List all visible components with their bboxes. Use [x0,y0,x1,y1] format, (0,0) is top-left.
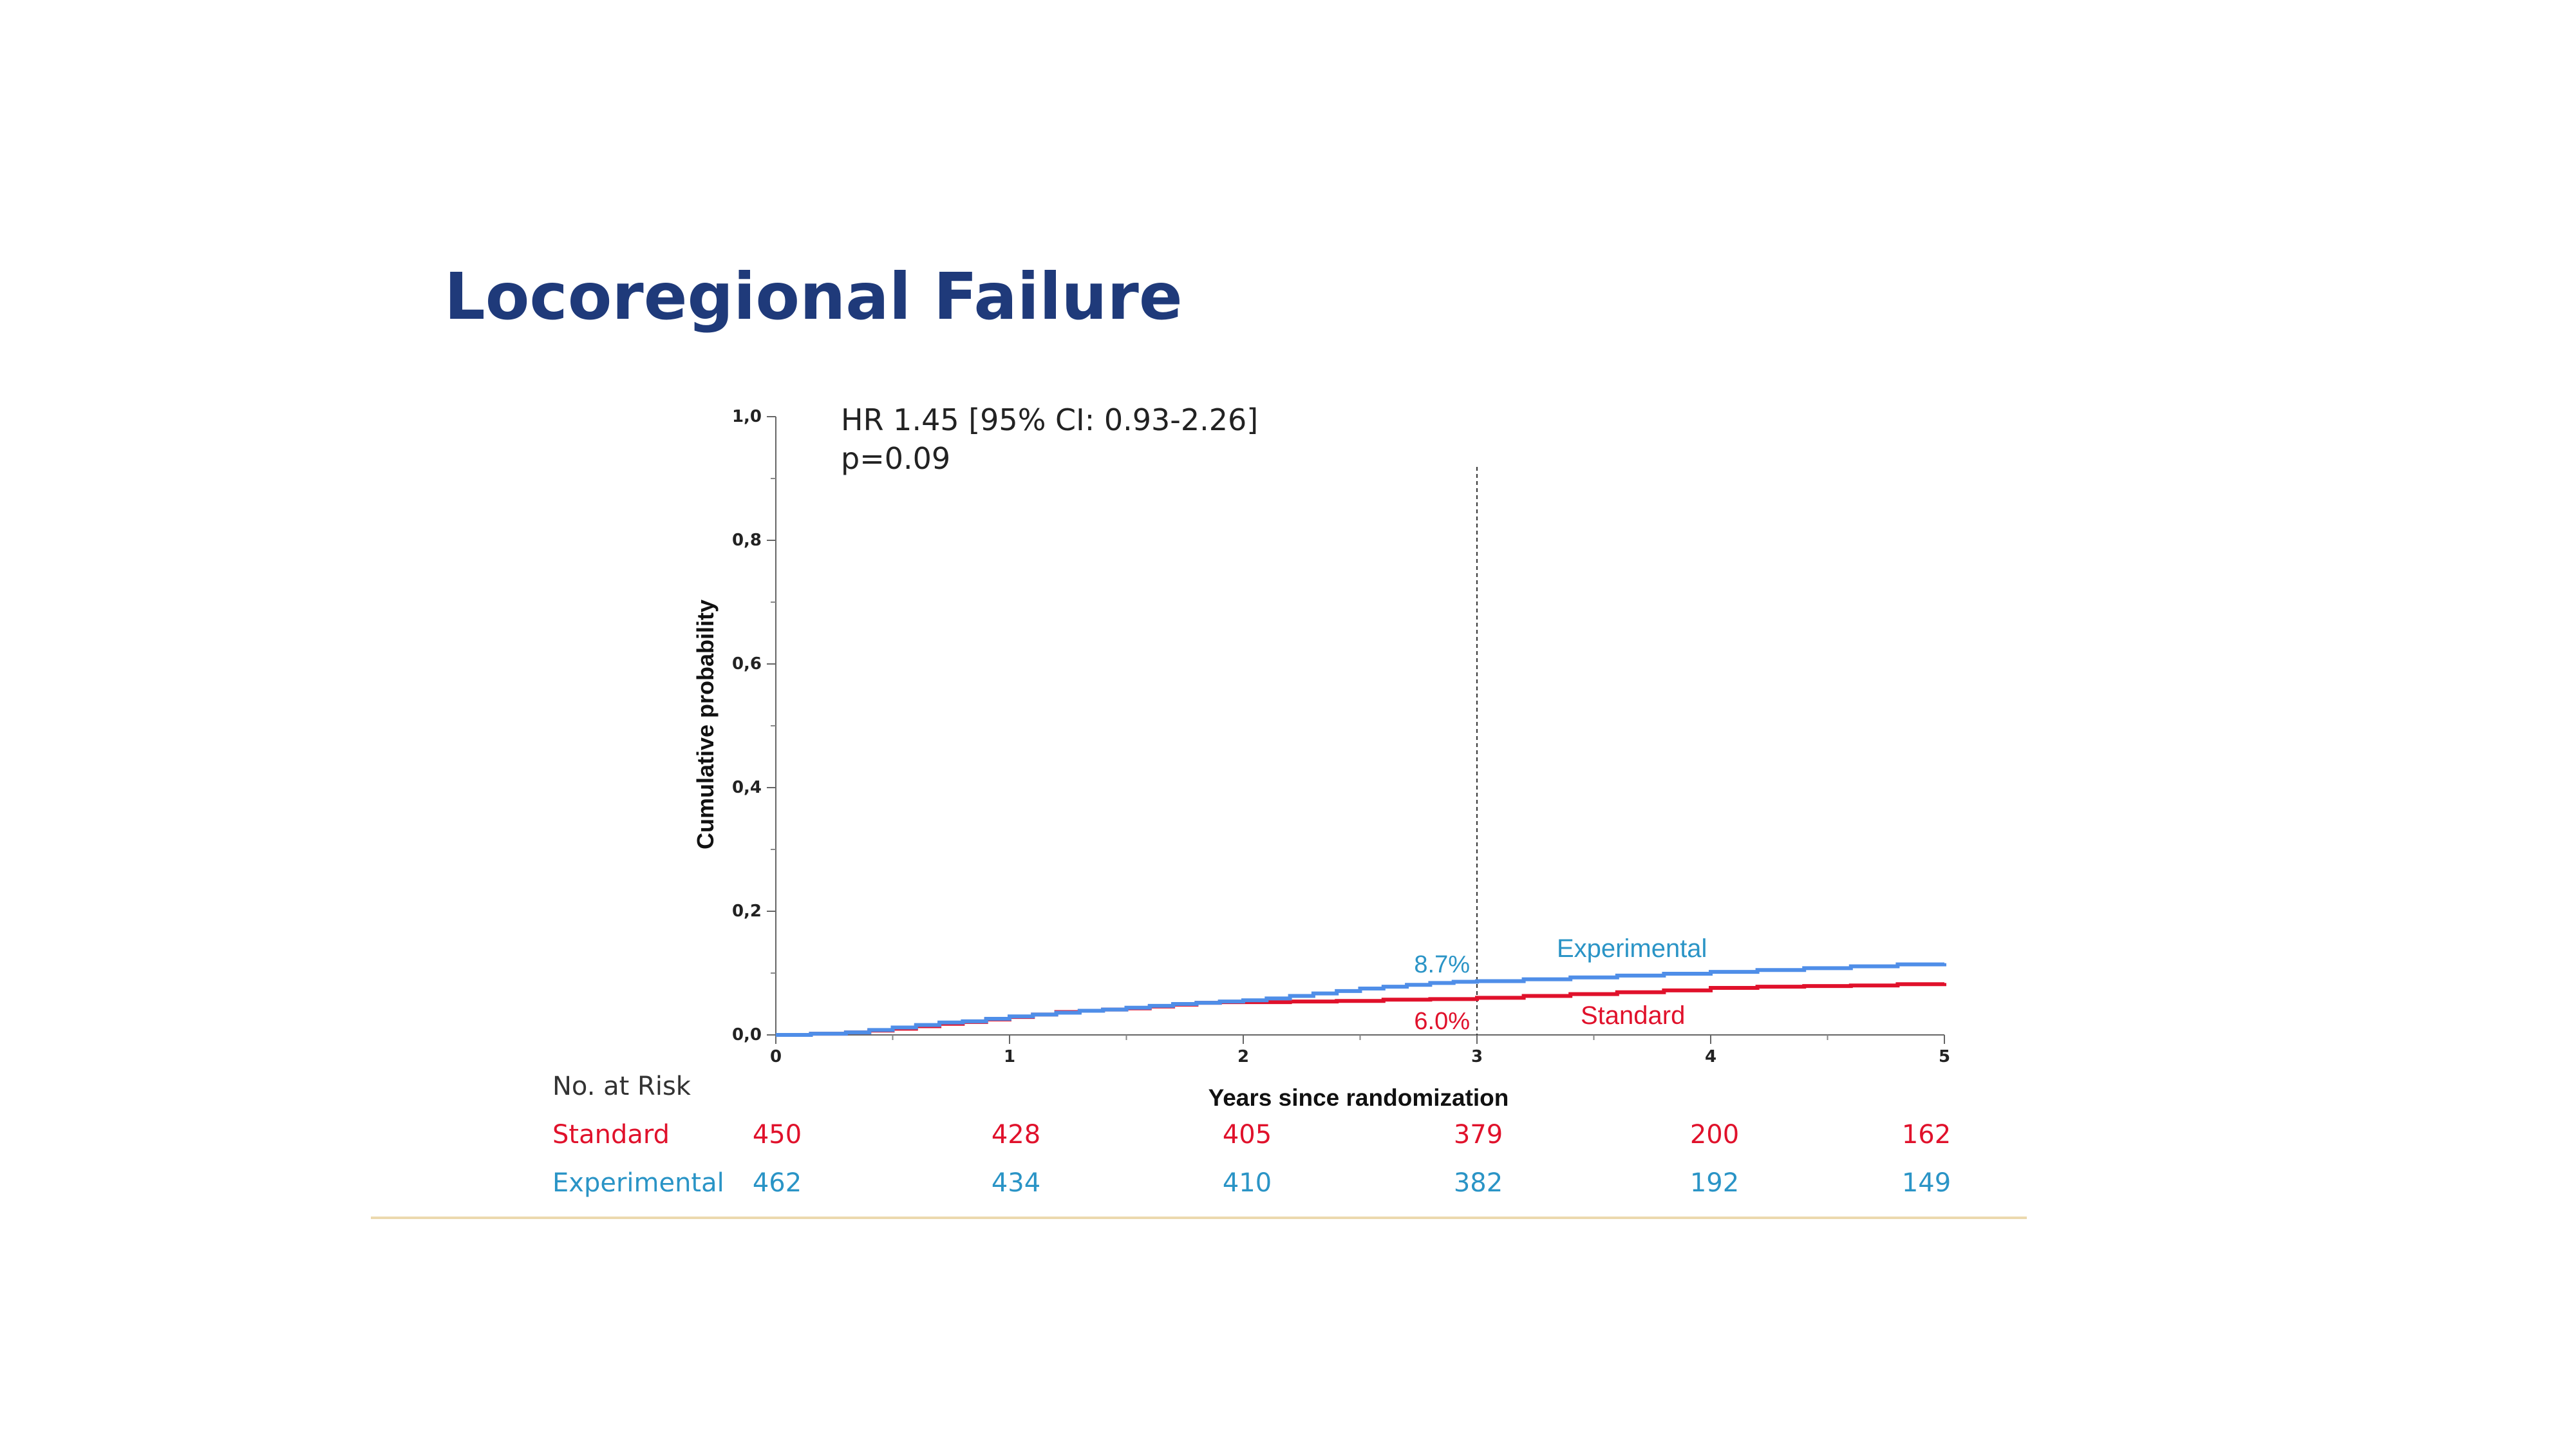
risk-value-standard: 450 [753,1120,802,1150]
risk-value-standard: 379 [1454,1120,1503,1150]
y-axis-title: Cumulative probability [692,600,719,849]
risk-value-standard: 200 [1690,1120,1739,1150]
risk-value-experimental: 462 [753,1168,802,1198]
risk-value-standard: 428 [992,1120,1040,1150]
axes: 0,0 0,2 0,4 0,6 0,8 1,0 0 1 2 3 4 5 [732,407,1950,1066]
standard-year3-label: 6.0% [1414,1008,1470,1035]
x-tick-label: 4 [1705,1047,1716,1066]
risk-value-experimental: 410 [1223,1168,1272,1198]
series-line-experimental [776,962,1946,1037]
y-tick-label: 0,2 [732,902,762,921]
risk-row-standard-label: Standard [552,1120,670,1150]
page-title: Locoregional Failure [444,259,1183,334]
y-tick-label: 0,0 [732,1025,762,1045]
risk-table-values: 450 428 405 379 200 162 462 434 410 382 192 149 [753,1120,1951,1198]
series-layer [776,962,1946,1037]
risk-table-header: No. at Risk [552,1072,691,1101]
risk-row-experimental-label: Experimental [552,1168,724,1198]
x-tick-label: 3 [1471,1047,1483,1066]
risk-value-experimental: 434 [992,1168,1040,1198]
y-tick-label: 1,0 [732,407,762,426]
x-axis-title: Years since randomization [1208,1084,1509,1111]
experimental-year3-label: 8.7% [1414,951,1470,978]
y-tick-label: 0,4 [732,778,762,797]
risk-value-experimental: 382 [1454,1168,1503,1198]
risk-value-experimental: 192 [1690,1168,1739,1198]
risk-value-experimental: 149 [1902,1168,1951,1198]
y-tick-label: 0,6 [732,654,762,674]
x-tick-label: 0 [770,1047,782,1066]
experimental-legend-label: Experimental [1557,934,1707,963]
hazard-ratio-annotation: HR 1.45 [95% CI: 0.93-2.26] [841,402,1258,437]
risk-value-standard: 162 [1902,1120,1951,1150]
risk-value-standard: 405 [1223,1120,1272,1150]
x-tick-label: 1 [1004,1047,1015,1066]
x-tick-label: 5 [1939,1047,1950,1066]
y-tick-label: 0,8 [732,531,762,550]
x-tick-label: 2 [1237,1047,1249,1066]
standard-legend-label: Standard [1581,1001,1685,1030]
p-value-annotation: p=0.09 [841,441,950,476]
